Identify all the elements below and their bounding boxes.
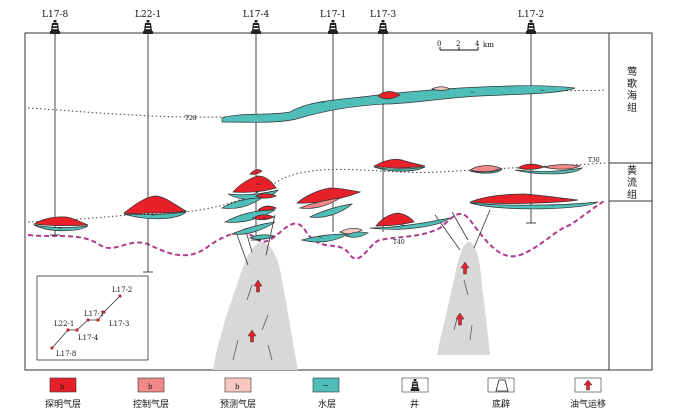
water-layer [223, 209, 277, 223]
svg-text:~: ~ [240, 197, 245, 204]
svg-text:~: ~ [322, 381, 329, 390]
svg-text:~: ~ [470, 89, 475, 96]
water-layer [248, 234, 276, 240]
scale-unit: km [483, 41, 494, 49]
well-icon [526, 20, 536, 34]
scale-tick-4: 4 [475, 40, 480, 48]
proven-gas-layer [372, 158, 426, 169]
diapir-left [213, 242, 298, 370]
well-paths [50, 33, 536, 273]
water-layer [230, 221, 276, 235]
svg-text:~: ~ [540, 87, 545, 94]
water-layer [373, 166, 426, 172]
svg-text:b: b [148, 383, 153, 391]
formation-label-yinggehai: 莺歌海组 [625, 66, 637, 114]
well-labels: L17-8 L22-1 L17-4 L17-1 L17-3 L17-2 [42, 10, 544, 20]
well-heads [50, 20, 536, 34]
scale-tick-0: 0 [437, 40, 441, 48]
legend-label-diapir: 底辟 [492, 398, 510, 410]
inset-label-L17-2: L17-2 [112, 286, 132, 294]
well-icon [378, 20, 388, 34]
proven-gas-layer [232, 175, 277, 193]
horizon-label-t28: T28 [185, 115, 197, 122]
migration-arrows [247, 261, 470, 343]
well-label-L17-8: L17-8 [42, 10, 68, 20]
legend-label-well: 井 [410, 398, 419, 410]
well-label-L17-2: L17-2 [518, 10, 544, 20]
possible-gas-swatch [224, 377, 252, 393]
diapir-right [437, 241, 490, 355]
probable-gas-swatch [137, 377, 165, 393]
water-layer [123, 211, 187, 220]
migration-arrow-icon [583, 379, 593, 391]
water-layer [33, 224, 89, 232]
horizon-label-t30: T30 [588, 157, 600, 164]
inset-label-L22-1: L22-1 [54, 320, 74, 328]
well-label-L17-3: L17-3 [370, 10, 396, 20]
proven-gas-layer [32, 216, 89, 227]
proven-gas-layer [249, 169, 263, 175]
proven-gas-layer [252, 214, 275, 221]
well-icon [328, 20, 338, 34]
well-icon [50, 20, 60, 34]
probable-gas-layer [542, 164, 582, 170]
legend-label-water: 水层 [318, 398, 336, 410]
water-layer [369, 217, 451, 230]
probable-gas-layer [469, 165, 501, 173]
inset-map: L17-2 L22-1 L17-1 L17-3 L17-4 L17-8 [36, 275, 149, 361]
water-layer [300, 233, 350, 243]
svg-text:~: ~ [550, 202, 555, 209]
well-label-L17-1: L17-1 [320, 10, 346, 20]
proven-gas-layer [375, 212, 415, 227]
water-layer [308, 203, 354, 218]
proven-gas-layer [377, 91, 401, 100]
water-layer [469, 201, 599, 210]
water-layer [514, 167, 584, 175]
legend-label-possible: 预测气层 [220, 398, 256, 410]
legend-label-probable: 控制气层 [133, 398, 169, 410]
legend: b b b ~ 探明气层 控制气层 预测气层 水层 井 底辟 油气运移 [45, 377, 606, 410]
inset-label-L17-8: L17-8 [56, 350, 76, 358]
probable-gas-layer [298, 197, 341, 209]
scale-tick-2: 2 [456, 40, 460, 48]
svg-text:~: ~ [58, 225, 63, 232]
proven-gas-layer [123, 195, 188, 215]
proven-gas-layer [469, 193, 579, 204]
well-icon [251, 20, 261, 34]
formation-label-huangliu: 黄流组 [625, 164, 637, 201]
well-label-L17-4: L17-4 [243, 10, 269, 20]
svg-text:~: ~ [256, 181, 261, 188]
proven-gas-swatch [49, 377, 77, 393]
water-layer [469, 168, 503, 174]
svg-text:~: ~ [400, 222, 405, 229]
legend-label-migration: 油气运移 [570, 398, 606, 410]
svg-text:~: ~ [262, 215, 267, 222]
well-label-L22-1: L22-1 [135, 10, 161, 20]
reservoir-bodies [32, 85, 599, 243]
legend-label-proven: 探明气层 [45, 398, 81, 410]
inset-label-L17-4: L17-4 [78, 334, 99, 342]
water-layer [220, 197, 264, 209]
diapir-icon [495, 379, 509, 392]
proven-gas-layer [517, 163, 545, 170]
scale-bar: 0 2 4 km [437, 40, 494, 51]
svg-text:~: ~ [150, 212, 155, 219]
water-swatch [312, 377, 340, 393]
svg-text:~: ~ [318, 234, 323, 241]
water-layer [345, 231, 369, 238]
svg-text:b: b [235, 383, 240, 391]
horizon-label-t40: T40 [393, 239, 405, 246]
layer-glyphs: ~ ~ ~ ~ ~ ~ ~ ~ ~ ~ ~ [58, 87, 555, 241]
svg-text:~: ~ [320, 99, 325, 106]
proven-gas-layer [255, 193, 277, 199]
water-layer [221, 85, 576, 123]
well-icon [143, 20, 153, 34]
possible-gas-layer [431, 86, 451, 91]
svg-text:b: b [60, 383, 65, 391]
inset-label-L17-3: L17-3 [109, 320, 129, 328]
inset-label-L17-1: L17-1 [84, 310, 104, 318]
